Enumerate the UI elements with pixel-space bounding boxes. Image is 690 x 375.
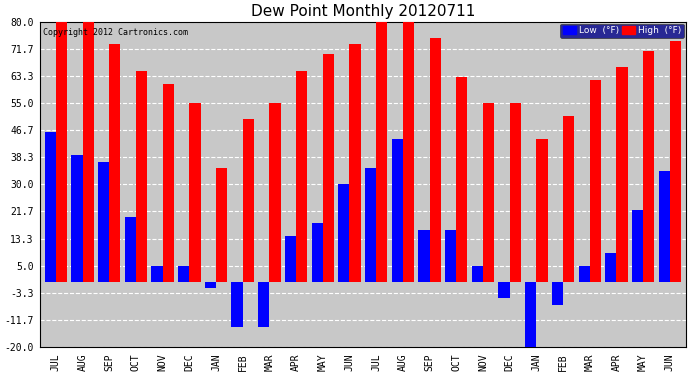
Bar [670, 41, 681, 282]
Bar [643, 51, 654, 282]
Bar [376, 15, 387, 282]
Bar [45, 132, 56, 282]
Bar [349, 45, 361, 282]
Bar [418, 230, 430, 282]
Bar [296, 70, 307, 282]
Bar [578, 266, 590, 282]
Bar [151, 266, 163, 282]
Bar [312, 224, 323, 282]
Title: Dew Point Monthly 20120711: Dew Point Monthly 20120711 [250, 4, 475, 19]
Bar [56, 22, 67, 282]
Bar [109, 45, 121, 282]
Bar [231, 282, 243, 327]
Bar [285, 236, 296, 282]
Bar [605, 253, 616, 282]
Bar [616, 67, 628, 282]
Bar [403, 22, 414, 282]
Bar [445, 230, 456, 282]
Bar [125, 217, 136, 282]
Text: Copyright 2012 Cartronics.com: Copyright 2012 Cartronics.com [43, 28, 188, 37]
Bar [632, 210, 643, 282]
Bar [483, 103, 494, 282]
Bar [136, 70, 147, 282]
Bar [71, 155, 83, 282]
Bar [323, 54, 334, 282]
Bar [365, 168, 376, 282]
Bar [472, 266, 483, 282]
Bar [338, 184, 349, 282]
Legend: Low  (°F), High  (°F): Low (°F), High (°F) [560, 24, 684, 38]
Bar [392, 139, 403, 282]
Bar [552, 282, 563, 304]
Bar [590, 80, 601, 282]
Bar [525, 282, 536, 347]
Bar [163, 84, 174, 282]
Bar [189, 103, 201, 282]
Bar [243, 119, 254, 282]
Bar [258, 282, 269, 327]
Bar [536, 139, 548, 282]
Bar [98, 162, 109, 282]
Bar [178, 266, 189, 282]
Bar [83, 22, 94, 282]
Bar [205, 282, 216, 288]
Bar [269, 103, 281, 282]
Bar [498, 282, 510, 298]
Bar [510, 103, 521, 282]
Bar [430, 38, 441, 282]
Bar [563, 116, 574, 282]
Bar [456, 77, 467, 282]
Bar [658, 171, 670, 282]
Bar [216, 168, 227, 282]
